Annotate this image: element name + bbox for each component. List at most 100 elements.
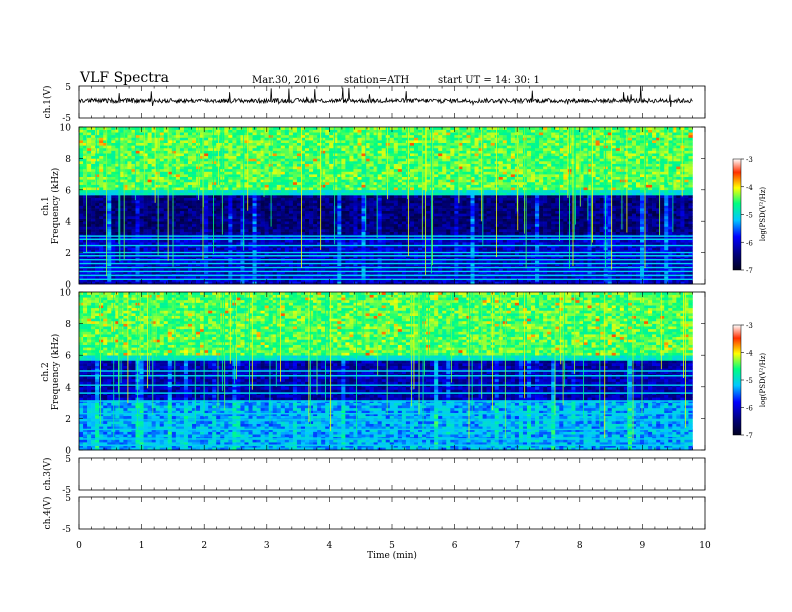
spectrogram-cell [99, 182, 103, 185]
spectrogram-cell [261, 219, 265, 222]
spectrogram-cell [212, 140, 216, 143]
spectrogram-cell [164, 242, 168, 245]
spectrogram-cell [160, 208, 164, 211]
spectrogram-cell [216, 216, 220, 219]
spectrogram-cell [180, 171, 184, 174]
spectrogram-cell [212, 143, 216, 146]
spectrogram-cell [228, 200, 232, 203]
spectrogram-cell [176, 240, 180, 243]
spectrogram-cell [192, 211, 196, 214]
spectrogram-cell [253, 221, 257, 224]
spectrogram-cell [160, 219, 164, 222]
spectrogram-cell [236, 140, 240, 143]
spectrogram-cell [208, 177, 212, 180]
spectrogram-cell [236, 203, 240, 206]
spectrogram-cell [160, 195, 164, 198]
spectrogram-cell [204, 140, 208, 143]
spectrogram-cell [148, 135, 152, 138]
spectrogram-cell [79, 192, 83, 195]
spectrogram-cell [107, 221, 111, 224]
spectrogram-cell [103, 200, 107, 203]
spectrogram-cell [164, 166, 168, 169]
spectrogram-cell [107, 185, 111, 188]
spectrogram-cell [188, 229, 192, 232]
spectrogram-cell [176, 226, 180, 229]
spectrogram-cell [127, 132, 131, 135]
spectrogram-cell [232, 232, 236, 235]
spectrogram-cell [257, 247, 261, 250]
spectrogram-cell [172, 185, 176, 188]
spectrogram-cell [140, 148, 144, 151]
spectrogram-cell [269, 232, 273, 235]
spectrogram-cell [249, 240, 253, 243]
spectrogram-cell [87, 208, 91, 211]
spectrogram-cell [176, 148, 180, 151]
spectrogram-cell [144, 161, 148, 164]
spectrogram-cell [204, 182, 208, 185]
spectrogram-cell [184, 247, 188, 250]
spectrogram-cell [127, 151, 131, 154]
spectrogram-cell [188, 190, 192, 193]
spectrogram-cell [99, 161, 103, 164]
spectrogram-cell [200, 208, 204, 211]
spectrogram-cell [127, 242, 131, 245]
spectrogram-cell [111, 198, 115, 201]
spectrogram-cell [200, 132, 204, 135]
spectrogram-cell [265, 137, 269, 140]
spectrogram-cell [144, 132, 148, 135]
spectrogram-cell [160, 169, 164, 172]
spectrogram-cell [240, 143, 244, 146]
spectrogram-cell [111, 221, 115, 224]
spectrogram-cell [79, 169, 83, 172]
spectrogram-cell [140, 232, 144, 235]
spectrogram-cell [144, 140, 148, 143]
spectrogram-cell [176, 185, 180, 188]
spectrogram-cell [216, 213, 220, 216]
spectrogram-cell [164, 229, 168, 232]
spectrogram-cell [200, 153, 204, 156]
spectrogram-cell [136, 221, 140, 224]
spectrogram-cell [160, 221, 164, 224]
spectrogram-cell [164, 169, 168, 172]
spectrogram-cell [91, 143, 95, 146]
spectrogram-cell [127, 232, 131, 235]
spectrogram-cell [148, 247, 152, 250]
spectrogram-cell [148, 174, 152, 177]
spectrogram-cell [107, 232, 111, 235]
spectrogram-cell [240, 219, 244, 222]
spectrogram-cell [148, 143, 152, 146]
spectrogram-cell [236, 158, 240, 161]
spectrogram-cell [164, 190, 168, 193]
spectrogram-cell [257, 135, 261, 138]
spectrogram-cell [91, 203, 95, 206]
spectrogram-cell [148, 203, 152, 206]
spectrogram-cell [192, 145, 196, 148]
spectrogram-cell [208, 132, 212, 135]
spectrogram-cell [103, 224, 107, 227]
spectrogram-cell [95, 213, 99, 216]
spectrogram-cell [103, 187, 107, 190]
spectrogram-cell [91, 161, 95, 164]
spectrogram-cell [253, 213, 257, 216]
spectrogram-cell [79, 226, 83, 229]
spectrogram-cell [103, 240, 107, 243]
spectrogram-cell [91, 195, 95, 198]
spectrogram-cell [188, 143, 192, 146]
spectrogram-cell [111, 185, 115, 188]
spectrogram-cell [200, 156, 204, 159]
spectrogram-cell [192, 140, 196, 143]
spectrogram-cell [91, 145, 95, 148]
spectrogram-cell [140, 187, 144, 190]
spectrogram-cell [172, 219, 176, 222]
spectrogram-cell [257, 156, 261, 159]
spectrogram-cell [204, 151, 208, 154]
spectrogram-cell [172, 127, 176, 130]
spectrogram-cell [172, 140, 176, 143]
spectrogram-cell [196, 219, 200, 222]
spectrogram-cell [79, 206, 83, 209]
spectrogram-cell [79, 158, 83, 161]
spectrogram-cell [244, 198, 248, 201]
spectrogram-cell [204, 179, 208, 182]
spectrogram-cell [204, 164, 208, 167]
spectrogram-cell [265, 211, 269, 214]
